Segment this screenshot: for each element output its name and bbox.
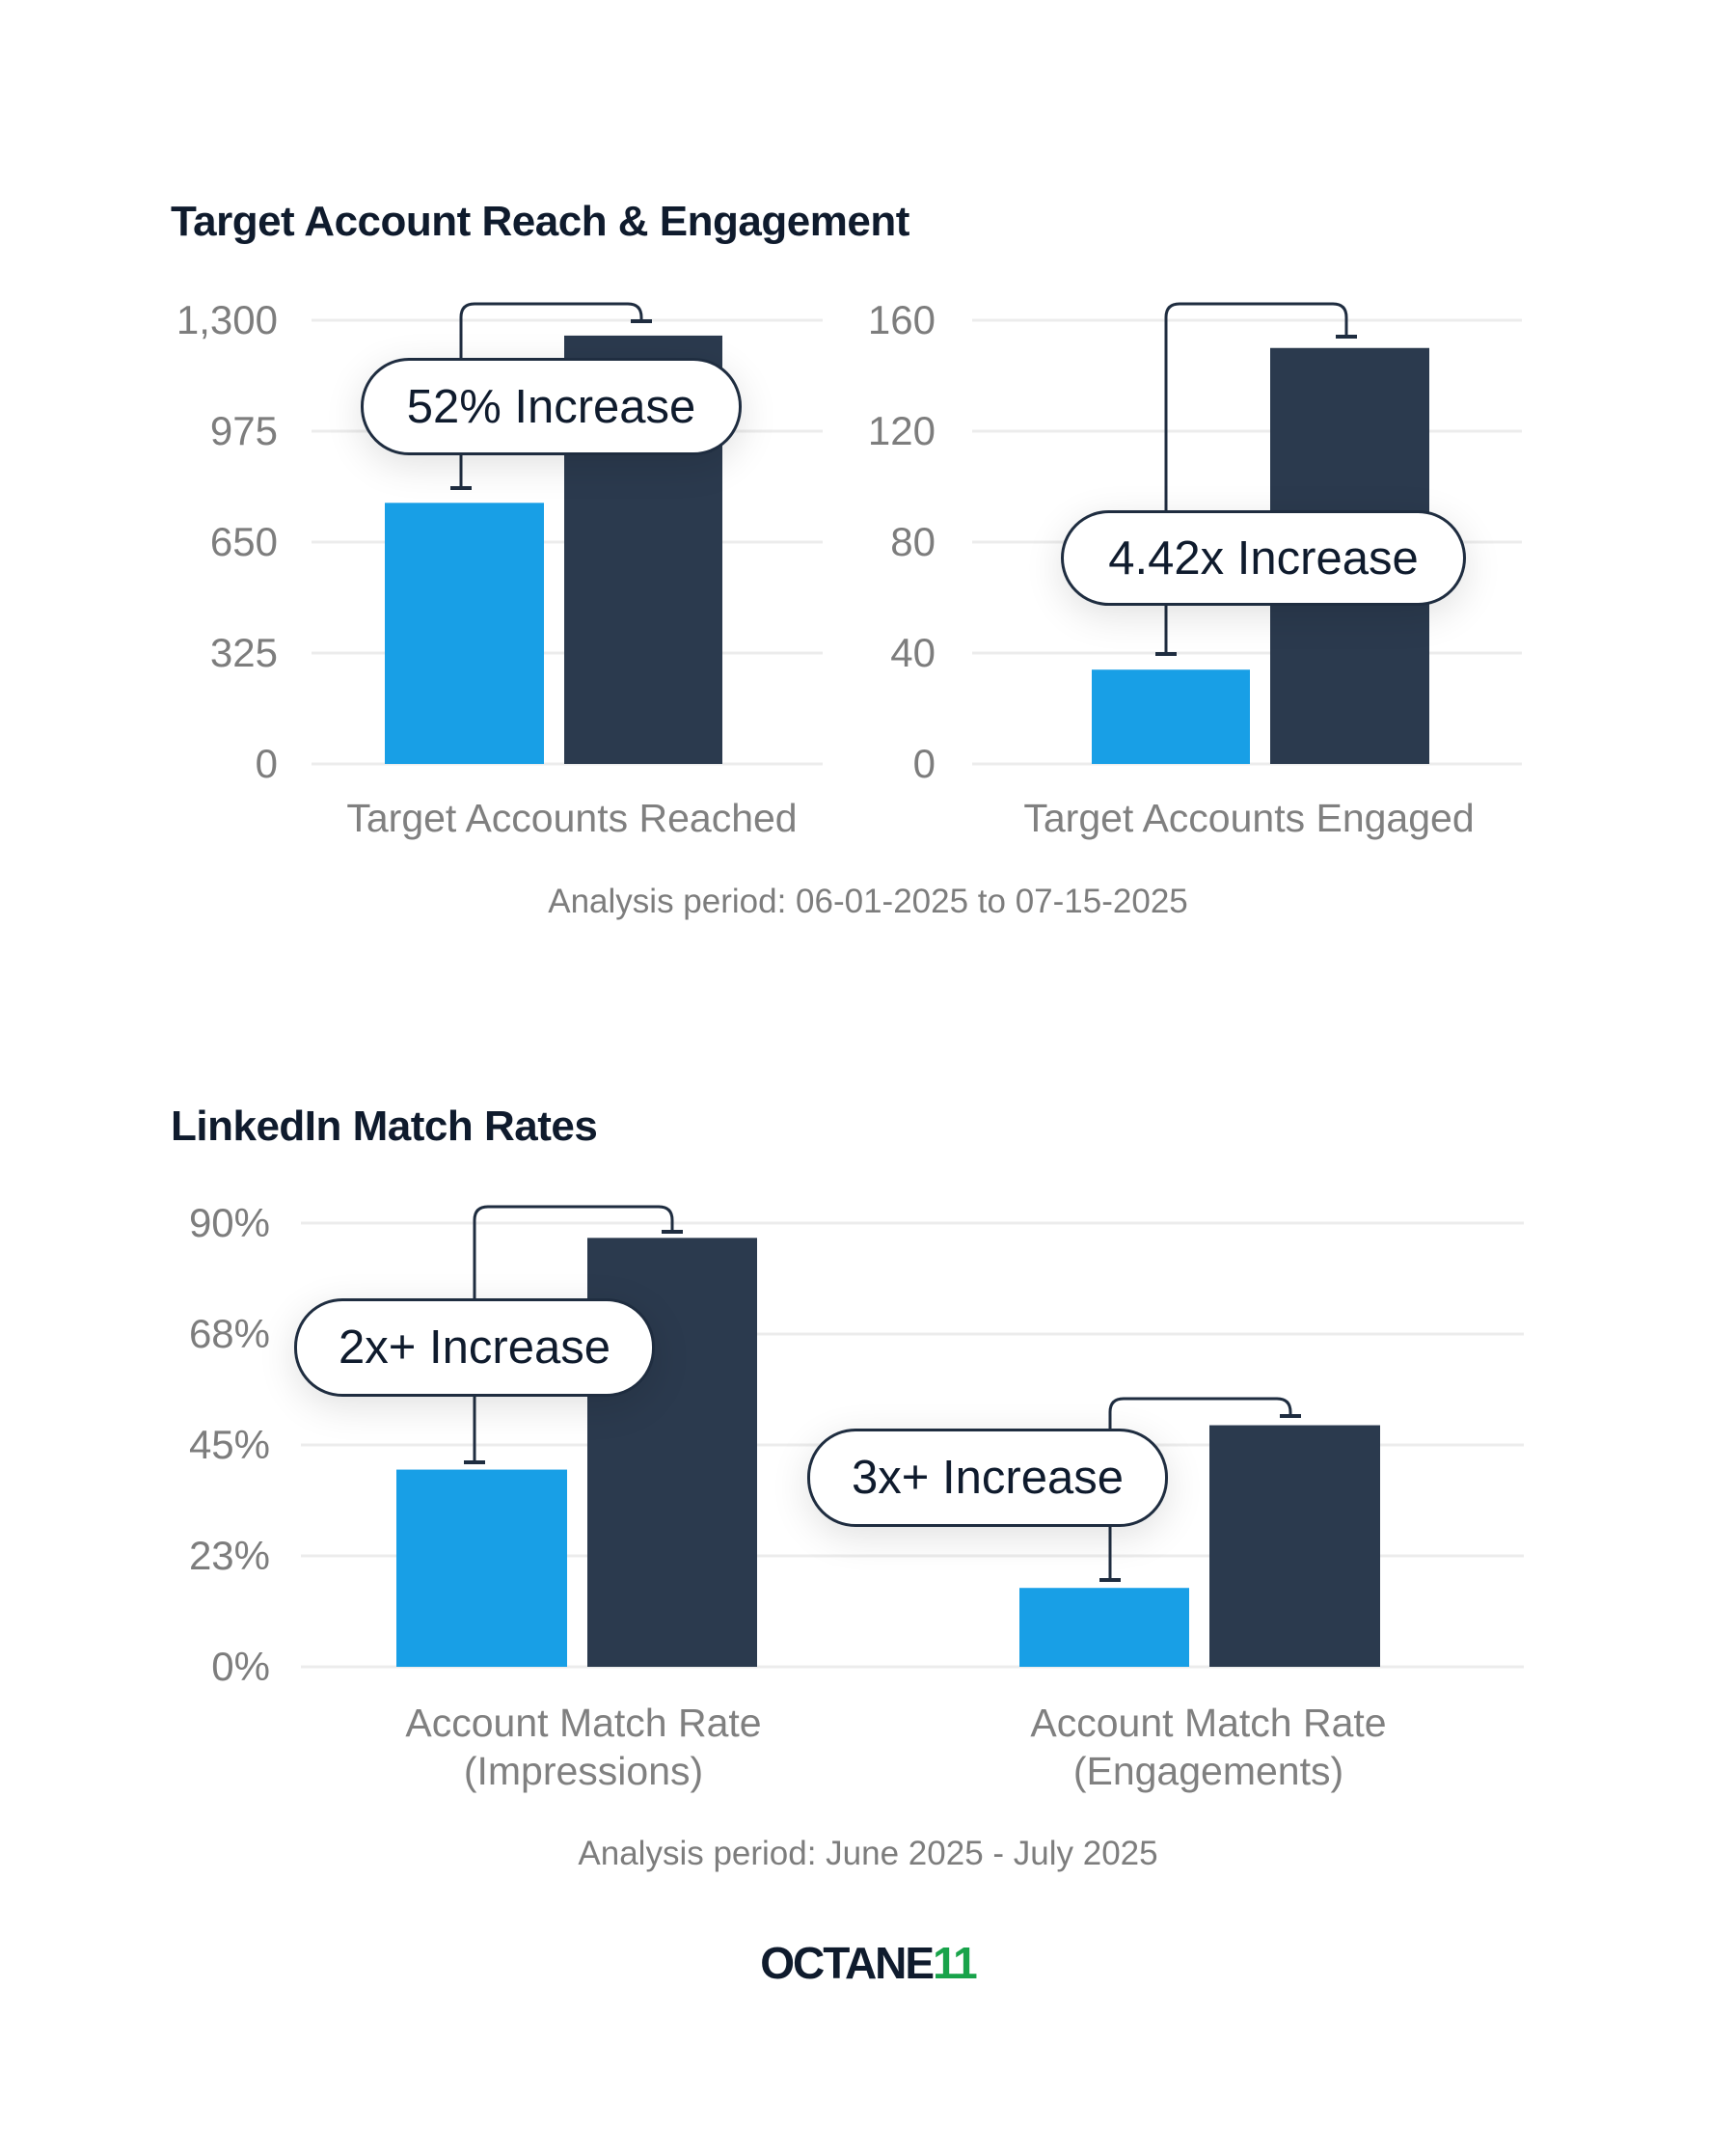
y-tick-label: 90% [189,1200,270,1245]
bar-before [1019,1588,1189,1667]
x-label-impressions: Account Match Rate (Impressions) [405,1699,761,1795]
y-tick-label: 0% [211,1644,270,1689]
section2-title: LinkedIn Match Rates [171,1103,598,1150]
y-tick-label: 68% [189,1311,270,1356]
y-tick-label: 80 [890,519,936,564]
section1-period: Analysis period: 06-01-2025 to 07-15-202… [548,883,1188,920]
y-tick-label: 120 [868,408,936,453]
annotation-52-increase: 52% Increase [361,358,742,455]
y-tick-label: 0 [913,741,936,786]
annotation-4-42x-increase: 4.42x Increase [1061,510,1466,606]
x-label-reached: Target Accounts Reached [346,796,798,840]
x-label-engagements: Account Match Rate (Engagements) [1030,1699,1386,1795]
bar-before [1092,669,1250,764]
annotation-2x-increase: 2x+ Increase [294,1298,655,1397]
x-label-engagements-line1: Account Match Rate [1030,1701,1387,1745]
y-tick-label: 23% [189,1533,270,1578]
increase-bracket [459,302,643,488]
y-tick-label: 975 [210,408,278,453]
bar-before [385,503,544,764]
y-tick-label: 325 [210,630,278,675]
y-tick-label: 1,300 [176,297,278,342]
logo-main: OCTANE [760,1938,935,1988]
section2-period: Analysis period: June 2025 - July 2025 [578,1835,1158,1872]
annotation-3x-increase: 3x+ Increase [807,1429,1168,1527]
increase-bracket [1164,302,1348,654]
x-label-engagements-line2: (Engagements) [1072,1749,1344,1793]
x-label-engaged: Target Accounts Engaged [1023,796,1475,840]
logo-accent: 11 [933,1938,978,1988]
x-label-impressions-line2: (Impressions) [463,1749,704,1793]
y-tick-label: 40 [890,630,936,675]
y-tick-label: 0 [256,741,278,786]
section1-title: Target Account Reach & Engagement [171,198,909,245]
bar-after [1209,1425,1380,1667]
increase-bracket [1108,1397,1292,1580]
bar-before [396,1469,567,1667]
increase-bracket [473,1205,674,1462]
octane11-logo: OCTANE11 [0,1937,1736,1989]
x-label-impressions-line1: Account Match Rate [405,1701,762,1745]
y-tick-label: 45% [189,1422,270,1467]
y-tick-label: 160 [868,297,936,342]
y-tick-label: 650 [210,519,278,564]
